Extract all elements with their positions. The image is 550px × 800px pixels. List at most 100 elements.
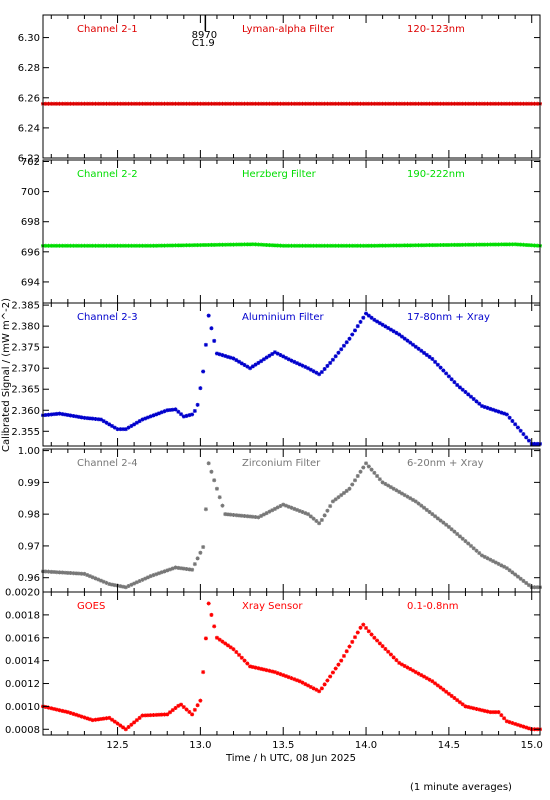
data-point: [441, 520, 446, 525]
data-point: [209, 101, 214, 106]
data-point: [162, 712, 167, 717]
data-point: [488, 242, 493, 247]
data-point: [65, 101, 70, 106]
panel-4: 0.96 0.97 0.98 0.99 1.00 Channel 2-4 Zirconium…: [18, 446, 542, 593]
data-point: [344, 649, 349, 654]
y-tick-label: 2.365: [11, 385, 40, 396]
x-tick-label: 15.0: [521, 740, 543, 751]
data-point: [402, 663, 407, 668]
data-point: [504, 719, 509, 724]
data-point: [118, 427, 123, 432]
data-point: [518, 576, 523, 581]
data-point: [430, 101, 435, 106]
data-point: [366, 629, 371, 634]
data-point: [250, 242, 255, 247]
data-point: [521, 724, 526, 729]
data-point: [272, 243, 277, 248]
data-point: [63, 570, 68, 575]
data-point: [394, 488, 399, 493]
data-point: [328, 360, 333, 365]
data-point: [311, 101, 316, 106]
data-point: [422, 101, 427, 106]
data-point: [502, 411, 507, 416]
data-point: [165, 101, 170, 106]
data-point: [311, 243, 316, 248]
data-point: [499, 242, 504, 247]
data-point: [377, 243, 382, 248]
data-point: [339, 658, 344, 663]
data-point: [121, 427, 126, 432]
data-point: [239, 101, 244, 106]
data-point: [386, 243, 391, 248]
data-point: [63, 101, 68, 106]
data-point: [234, 101, 239, 106]
data-point: [201, 101, 206, 106]
data-point: [283, 101, 288, 106]
data-point: [466, 101, 471, 106]
data-point: [388, 652, 393, 657]
data-point: [410, 342, 415, 347]
data-point: [140, 713, 145, 718]
data-point: [239, 361, 244, 366]
y-tick-label: 0.96: [18, 573, 40, 584]
data-point: [449, 242, 454, 247]
data-point: [272, 506, 277, 511]
data-point: [234, 650, 239, 655]
data-point: [104, 101, 109, 106]
data-point: [405, 243, 410, 248]
data-point: [46, 705, 51, 710]
y-tick-label: 6.28: [18, 63, 40, 74]
data-point: [90, 416, 95, 421]
panel-1: 6.22 6.24 6.26 6.28 6.30 Channel 2-1 Lyman-alp…: [18, 14, 542, 165]
data-point: [148, 101, 153, 106]
data-point: [532, 441, 537, 446]
data-point: [110, 243, 115, 248]
data-point: [90, 575, 95, 580]
data-point: [181, 414, 186, 419]
data-point: [377, 101, 382, 106]
data-point: [364, 311, 369, 316]
data-point: [457, 700, 462, 705]
data-point: [372, 243, 377, 248]
data-point: [286, 101, 291, 106]
data-point: [278, 353, 283, 358]
data-point: [314, 518, 319, 523]
data-point: [433, 359, 438, 364]
data-point: [491, 242, 496, 247]
data-point: [347, 644, 352, 649]
data-point: [65, 570, 70, 575]
data-point: [438, 518, 443, 523]
data-point: [455, 698, 460, 703]
data-point: [98, 578, 103, 583]
data-point: [292, 677, 297, 682]
data-point: [391, 486, 396, 491]
data-point: [488, 101, 493, 106]
data-point: [521, 432, 526, 437]
data-point: [79, 415, 84, 420]
data-point: [336, 662, 341, 667]
data-point: [79, 101, 84, 106]
data-point: [57, 708, 62, 713]
data-point: [137, 579, 142, 584]
data-point: [289, 243, 294, 248]
data-point: [253, 362, 258, 367]
data-point: [355, 474, 360, 479]
data-point: [502, 716, 507, 721]
data-point: [361, 622, 366, 627]
data-point: [303, 243, 308, 248]
data-point: [85, 243, 90, 248]
data-point: [328, 101, 333, 106]
data-point: [256, 360, 261, 365]
data-point: [446, 524, 451, 529]
data-point: [339, 493, 344, 498]
data-point: [126, 583, 131, 588]
data-point: [242, 362, 247, 367]
data-point: [270, 669, 275, 674]
data-point: [493, 560, 498, 565]
data-point: [482, 404, 487, 409]
data-point: [104, 243, 109, 248]
data-point: [275, 243, 280, 248]
data-point: [350, 639, 355, 644]
x-tick-label: 14.5: [438, 740, 460, 751]
